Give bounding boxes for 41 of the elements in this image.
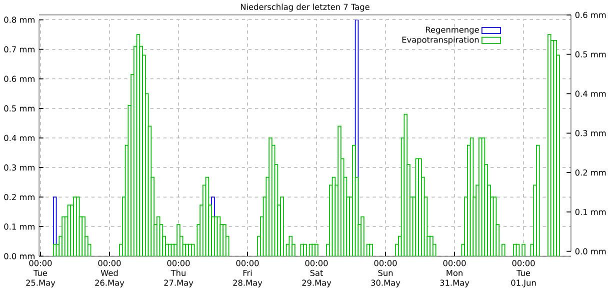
bar: [522, 244, 526, 256]
y-tick-label: 0.4 mm: [4, 134, 34, 142]
y2-tick-label: 0.2 mm: [575, 169, 606, 176]
bar: [502, 244, 506, 256]
legend-label: Regenmenge: [426, 26, 479, 34]
y-tick-label: 0.3 mm: [4, 164, 34, 171]
bar: [190, 244, 195, 256]
bar: [176, 224, 180, 256]
bar: [430, 236, 434, 256]
bar: [360, 216, 364, 256]
legend-label: Evapotranspiration: [402, 36, 479, 44]
bar: [314, 244, 318, 256]
x-tick-label: 00:00 Tue 01.Jun: [511, 260, 536, 288]
x-tick-label: 00:00 Mon 31.May: [440, 260, 470, 288]
y2-tick-label: 0.1 mm: [575, 208, 606, 216]
y-tick-label: 0.0 mm: [4, 253, 34, 260]
bar: [303, 244, 307, 256]
bar: [536, 144, 540, 256]
y-tick-label: 0.6 mm: [4, 76, 34, 82]
chart-title: Niederschlag der letzten 7 Tage: [240, 4, 370, 12]
y2-tick-label: 0.4 mm: [575, 90, 606, 97]
x-tick-label: 00:00 Thu 27.May: [164, 260, 194, 288]
y-tick-label: 0.1 mm: [4, 224, 34, 230]
bar: [222, 224, 226, 256]
x-tick-label: 00:00 Sun 30.May: [371, 260, 400, 288]
y2-tick-label: 0.0 mm: [575, 248, 606, 254]
y2-tick-label: 0.6 mm: [575, 12, 606, 18]
y2-tick-label: 0.3 mm: [575, 130, 606, 136]
y-tick-label: 0.7 mm: [4, 46, 34, 52]
bar: [516, 244, 520, 256]
x-tick-label: 00:00 Tue 25.May: [26, 260, 56, 288]
x-tick-label: 00:00 Sat 29.May: [302, 260, 332, 288]
x-tick-label: 00:00 Wed 26.May: [95, 260, 124, 288]
x-tick-label: 00:00 Fri 28.May: [233, 260, 262, 288]
bar: [280, 196, 284, 256]
y-tick-label: 0.5 mm: [4, 105, 34, 112]
y2-tick-label: 0.5 mm: [575, 51, 606, 58]
y-tick-label: 0.2 mm: [4, 194, 34, 200]
bar: [82, 216, 86, 256]
y-tick-label: 0.8 mm: [4, 16, 34, 23]
bar: [369, 244, 374, 256]
